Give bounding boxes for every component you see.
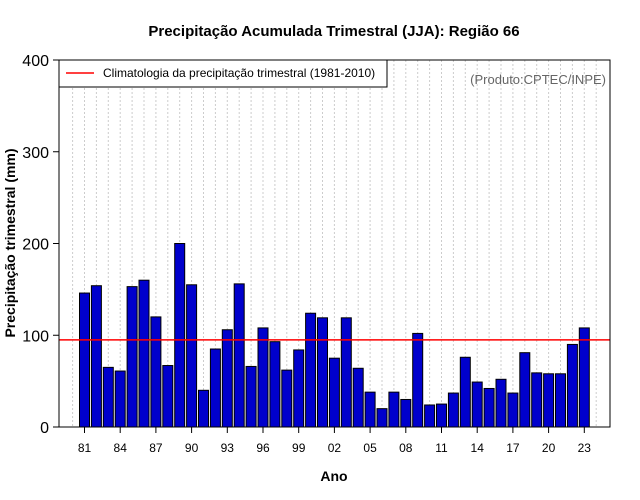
bar-2011: [436, 403, 447, 428]
bar-2003: [340, 317, 352, 428]
bar-2023: [578, 327, 590, 428]
bar-2005: [364, 391, 376, 428]
bar-2010: [424, 404, 436, 428]
legend-label: Climatologia da precipitação trimestral …: [103, 66, 375, 80]
bar-1981: [79, 292, 90, 428]
x-tick-label: 14: [471, 441, 485, 455]
chart-title: Precipitação Acumulada Trimestral (JJA):…: [148, 23, 519, 40]
bar-2017: [507, 392, 519, 428]
bar-1991: [198, 389, 209, 428]
x-tick-label: 84: [114, 441, 128, 455]
bar-2000: [305, 312, 317, 428]
y-axis: 0 100 200 300 400: [22, 53, 59, 437]
x-tick-label: 93: [221, 441, 235, 455]
bars: [79, 243, 590, 428]
bar-2006: [376, 408, 388, 428]
bar-1983: [102, 366, 114, 428]
x-axis: 81 84 87 90 93 96 99 02 05 08 11 14 17 20 23: [78, 427, 591, 455]
bar-1986: [138, 279, 150, 428]
bar-2007: [388, 391, 400, 428]
x-axis-label: Ano: [320, 468, 347, 484]
bar-2004: [352, 367, 364, 428]
x-tick-label: 05: [363, 441, 377, 455]
bar-1997: [269, 341, 281, 428]
x-tick-label: 17: [506, 441, 520, 455]
bar-2013: [459, 356, 471, 428]
bar-1988: [162, 365, 174, 428]
bar-2015: [483, 387, 495, 428]
x-tick-label: 99: [292, 441, 306, 455]
bar-1984: [114, 370, 126, 428]
bar-1994: [233, 283, 245, 428]
legend: Climatologia da precipitação trimestral …: [58, 59, 388, 88]
bar-2009: [412, 332, 424, 428]
bar-2018: [519, 352, 531, 428]
y-tick-label: 300: [22, 145, 49, 162]
bar-1985: [126, 286, 138, 428]
bar-1987: [150, 316, 162, 428]
x-tick-label: 81: [78, 441, 92, 455]
y-axis-label: Precipitação trimestral (mm): [2, 148, 18, 337]
x-tick-label: 90: [185, 441, 199, 455]
y-tick-label: 200: [22, 237, 49, 254]
bar-1989: [174, 243, 186, 428]
x-tick-label: 23: [578, 441, 592, 455]
y-tick-label: 400: [22, 53, 49, 70]
bar-1999: [293, 349, 305, 428]
bar-1996: [257, 327, 269, 428]
source-note: (Produto:CPTEC/INPE): [470, 72, 606, 87]
y-tick-label: 100: [22, 328, 49, 345]
bar-2019: [531, 372, 543, 428]
bar-1990: [186, 284, 198, 428]
bar-1993: [221, 329, 233, 428]
bar-1992: [209, 348, 221, 428]
x-tick-label: 20: [542, 441, 556, 455]
bar-2021: [555, 373, 566, 428]
x-tick-label: 02: [328, 441, 342, 455]
bar-2020: [543, 373, 555, 428]
x-tick-label: 08: [399, 441, 413, 455]
bar-2001: [317, 317, 328, 428]
y-tick-label: 0: [40, 420, 49, 437]
x-tick-label: 96: [256, 441, 270, 455]
bar-2008: [400, 398, 412, 428]
bar-2012: [447, 392, 459, 428]
bar-1982: [90, 285, 102, 428]
bar-2022: [566, 343, 578, 428]
legend-box: [58, 59, 388, 88]
bar-1995: [245, 365, 257, 428]
x-tick-label: 11: [435, 441, 448, 455]
bar-2016: [495, 378, 507, 428]
bar-2014: [471, 381, 483, 428]
bar-2002: [328, 357, 340, 428]
x-tick-label: 87: [149, 441, 163, 455]
bar-1998: [281, 369, 293, 428]
